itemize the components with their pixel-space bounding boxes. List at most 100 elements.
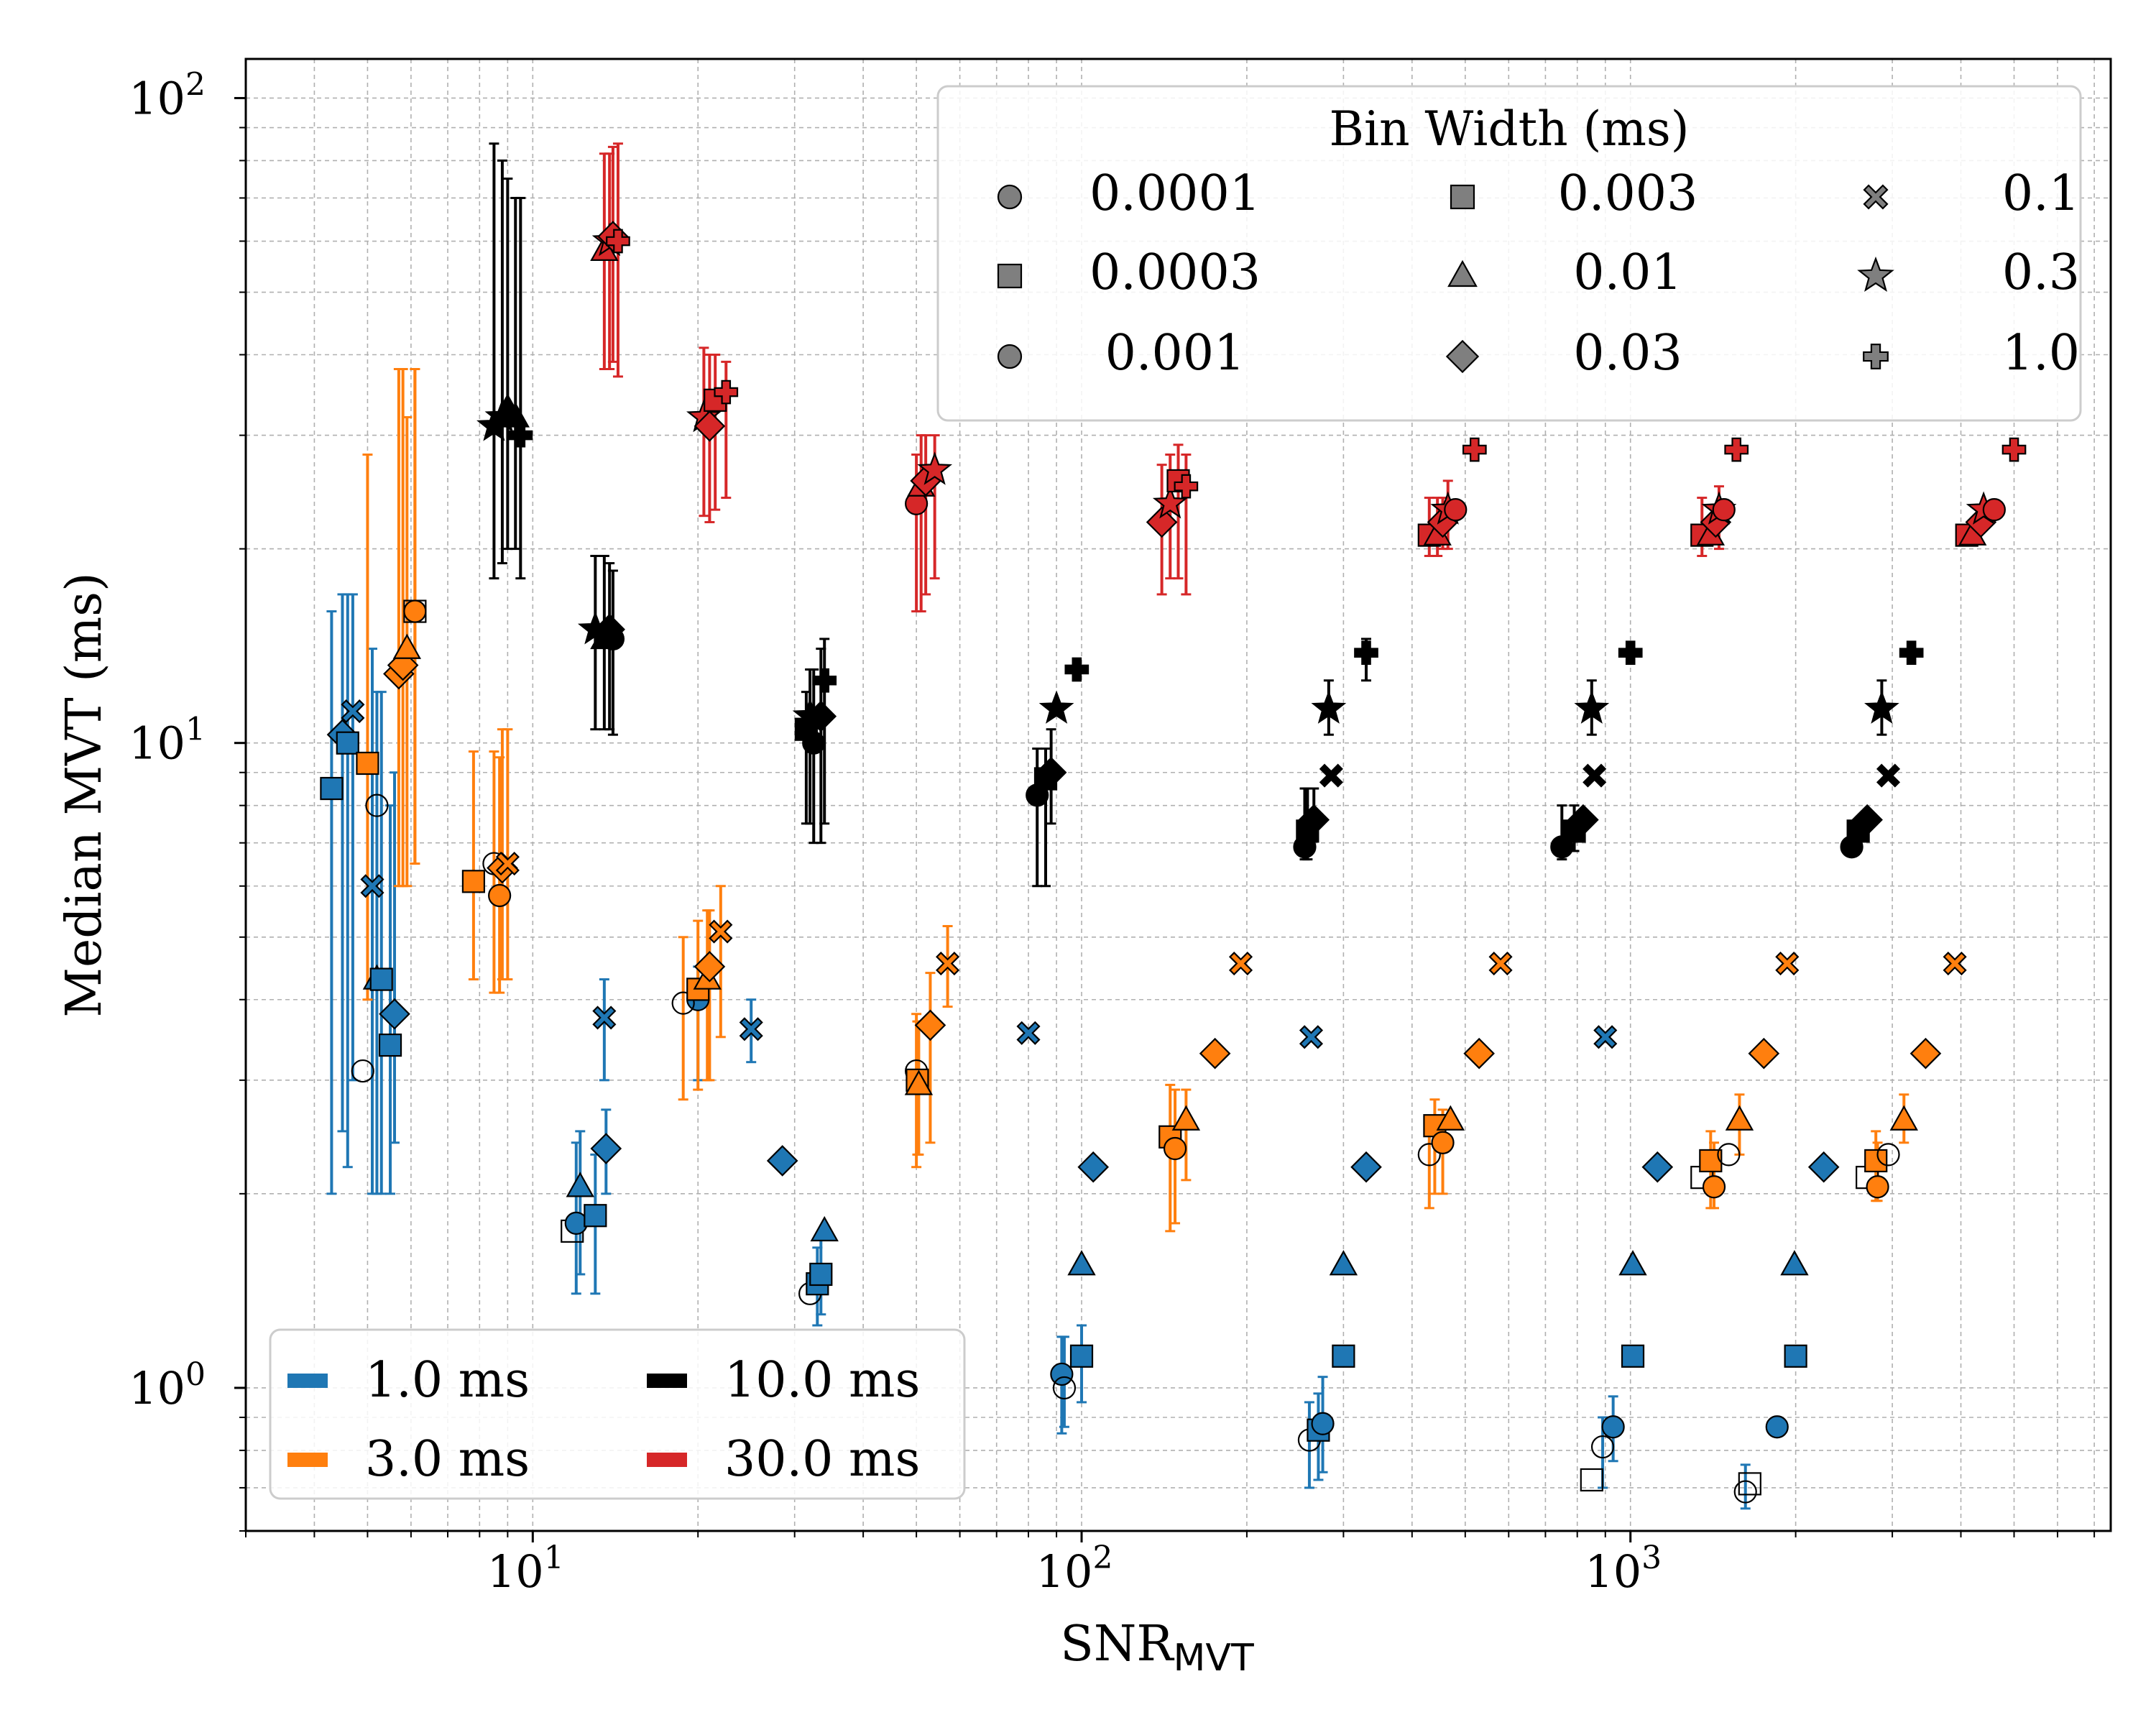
x-axis-label: SNRMVT [1060,1616,1254,1680]
point-open-circle [1717,1143,1741,1167]
point-diamond [1077,1151,1110,1183]
point-open-circle [1052,1376,1077,1400]
x-tick-label: 101 [487,1540,564,1598]
y-tick-label: 101 [129,712,206,770]
point-plus [1174,474,1199,499]
point-square [356,751,379,776]
point-diamond [805,700,837,732]
point-square [336,731,359,755]
point-plus [2001,437,2027,462]
point-diamond [1350,1151,1382,1183]
point-open-circle [671,991,695,1015]
point-open-circle [1417,1143,1441,1167]
point-x [341,699,365,724]
point-circle [1712,498,1736,522]
point-triangle [1725,1105,1754,1131]
point-open-circle [365,794,389,817]
color-legend-swatch [287,1453,328,1467]
point-triangle [1171,1105,1201,1131]
point-x [936,951,960,976]
point-plus [1899,640,1924,666]
point-triangle [1447,259,1478,288]
point-star [1038,690,1074,724]
y-tick-label: 102 [129,66,206,124]
marker-legend-label: 0.03 [1573,325,1682,382]
point-triangle [1329,1250,1358,1276]
color-legend-label: 10.0 ms [724,1352,920,1409]
point-x [1228,951,1253,976]
point-x [739,1017,763,1041]
point-x [1863,184,1889,210]
point-circle [1866,1175,1889,1199]
point-triangle [501,402,530,428]
point-x [1775,951,1800,976]
point-square [378,1033,402,1057]
color-legend-label: 3.0 ms [365,1431,530,1488]
point-open-square [1580,1468,1603,1492]
point-plus [714,380,739,405]
point-x [1488,951,1513,976]
point-star [1152,485,1188,519]
point-diamond [590,1133,622,1164]
marker-legend-label: 0.0003 [1089,244,1261,301]
point-circle [1702,1175,1726,1199]
point-x [1583,763,1607,788]
point-star [1857,256,1894,292]
point-square [1699,1149,1723,1173]
point-star [1574,690,1610,724]
point-plus [1724,437,1749,462]
point-square [1450,184,1475,210]
marker-legend-title: Bin Width (ms) [1329,101,1689,157]
point-open-circle [351,1059,374,1083]
y-tick-label: 100 [129,1356,206,1414]
point-star [1864,690,1899,724]
point-diamond [1909,1037,1942,1070]
point-plus [1462,437,1487,462]
marker-legend-label: 1.0 [2002,325,2080,382]
point-open-circle [1733,1480,1757,1504]
point-square [369,967,393,991]
y-axis-label: Median MVT (ms) [56,572,113,1017]
point-triangle [1067,1250,1096,1276]
point-triangle [810,1215,839,1242]
point-circle [1601,1415,1625,1439]
point-x [709,919,733,944]
point-circle [601,627,625,651]
marker-legend-label: 0.003 [1558,165,1698,222]
point-plus [508,423,533,448]
point-triangle [1618,1250,1647,1276]
point-diamond [1445,339,1480,374]
point-circle [1765,1415,1789,1439]
point-diamond [766,1145,798,1177]
marker-legend: Bin Width (ms) 0.0001 0.0003 0.001 0.003 0.0… [936,85,2082,422]
point-triangle [904,1070,934,1095]
point-square [1332,1344,1355,1368]
point-square [1784,1344,1807,1368]
point-star [917,451,953,485]
point-square [584,1204,607,1228]
color-legend-swatch [647,1453,687,1467]
point-triangle [392,633,422,659]
grid [245,59,2111,1532]
point-open-square [1738,1472,1761,1496]
point-diamond [1199,1037,1231,1070]
marker-legend-label: 0.1 [2002,165,2080,222]
point-x [1876,763,1901,788]
point-diamond [1641,1151,1674,1183]
point-square [1069,1344,1094,1368]
point-plus [606,229,630,254]
point-plus [812,668,837,693]
point-plus [1618,640,1643,666]
point-circle [1163,1136,1187,1161]
axis-ticks: 101 102 103 100 101 102 [129,66,2096,1598]
point-diamond [1298,804,1330,836]
point-circle [802,731,826,755]
color-legend-label: 30.0 ms [724,1431,920,1488]
point-diamond [1567,804,1599,836]
point-square [320,776,344,801]
point-plus [1354,640,1378,666]
data-points [320,221,2027,1504]
point-x [360,874,384,898]
point-square [809,1262,833,1287]
point-circle [1982,498,2006,522]
